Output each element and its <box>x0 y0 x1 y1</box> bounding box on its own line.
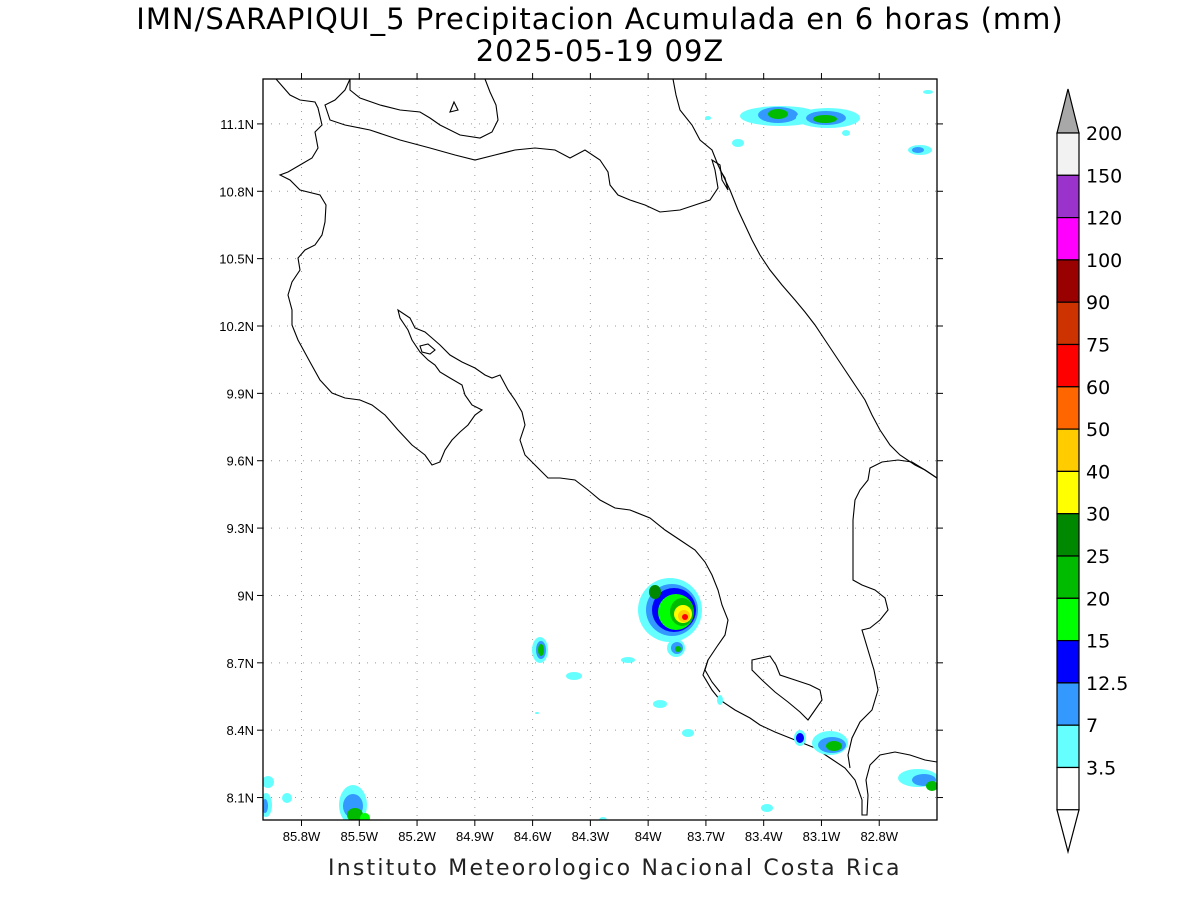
lon-tick-label: 85.8W <box>283 829 321 844</box>
colorbar-label: 200 <box>1086 123 1122 145</box>
chart-subtitle-date: 2025-05-19 09Z <box>475 34 725 68</box>
nicoya-island <box>419 343 436 355</box>
colorbar-swatch <box>1056 217 1080 261</box>
lon-tick-label: 85.2W <box>398 829 436 844</box>
coastline-borders <box>275 79 937 816</box>
colorbar-label: 7 <box>1086 715 1098 737</box>
lat-tick-label: 8.4N <box>227 723 254 738</box>
lat-tick-label: 10.5N <box>219 252 254 267</box>
lat-tick-label: 9N <box>237 588 254 603</box>
lat-tick-label: 10.8N <box>219 184 254 199</box>
colorbar-swatch <box>1056 597 1080 642</box>
colorbar-swatch <box>1056 428 1080 473</box>
map-frame <box>262 78 938 821</box>
precipitation-field <box>263 90 937 820</box>
colorbar-label: 25 <box>1086 546 1110 568</box>
panama-border <box>847 459 937 769</box>
graticule <box>257 73 943 826</box>
caribbean-coast <box>672 79 937 479</box>
colorbar-label: 15 <box>1086 631 1110 653</box>
lon-tick-label: 83.4W <box>745 829 783 844</box>
colorbar-label: 40 <box>1086 461 1110 483</box>
lat-tick-label: 9.9N <box>227 386 254 401</box>
lake-nicaragua-shore <box>324 79 729 213</box>
colorbar-swatch <box>1056 513 1080 557</box>
lon-tick-label: 84.9W <box>456 829 494 844</box>
colorbar-label: 3.5 <box>1086 758 1116 780</box>
colorbar-label: 50 <box>1086 419 1110 441</box>
colorbar-legend: 200 150 120 100 90 75 60 50 40 30 25 20 15 12.5 7 3.5 <box>1056 88 1128 855</box>
footer-credit: Instituto Meteorologico Nacional Costa R… <box>328 856 902 881</box>
nicaragua-coast-north <box>275 79 937 816</box>
colorbar-swatch <box>1056 724 1080 769</box>
colorbar-swatch <box>1056 470 1080 515</box>
colorbar-top-arrow <box>1056 88 1080 134</box>
lon-tick-label: 84W <box>635 829 662 844</box>
golfo-dulce-west <box>704 659 721 693</box>
colorbar-swatch <box>1056 301 1080 346</box>
colorbar-swatch <box>1056 555 1080 599</box>
colorbar-swatch <box>1056 639 1080 684</box>
lon-tick-label: 83.1W <box>803 829 841 844</box>
lat-tick-label: 9.6N <box>227 454 254 469</box>
colorbar-swatch <box>1056 174 1080 219</box>
chart-title: IMN/SARAPIQUI_5 Precipitacion Acumulada … <box>136 2 1064 36</box>
colorbar-label: 20 <box>1086 588 1110 610</box>
lon-tick-label: 84.6W <box>514 829 552 844</box>
colorbar-label: 90 <box>1086 292 1110 314</box>
lon-tick-label: 82.8W <box>860 829 898 844</box>
colorbar-swatch <box>1056 132 1080 176</box>
lat-tick-label: 11.1N <box>220 117 254 132</box>
colorbar-label: 120 <box>1086 208 1122 230</box>
lat-tick-label: 8.1N <box>227 791 254 806</box>
colorbar-swatch <box>1056 343 1080 388</box>
lon-tick-label: 85.5W <box>340 829 378 844</box>
colorbar-label: 100 <box>1086 250 1122 272</box>
colorbar-label: 12.5 <box>1086 673 1128 695</box>
colorbar-swatch <box>1056 682 1080 726</box>
colorbar-swatch <box>1056 386 1080 430</box>
lon-tick-label: 84.3W <box>572 829 610 844</box>
lon-tick-label: 83.7W <box>687 829 725 844</box>
colorbar-swatch <box>1056 259 1080 303</box>
lat-tick-label: 8.7N <box>227 656 254 671</box>
longitude-tick-labels: 85.8W 85.5W 85.2W 84.9W 84.6W 84.3W 84W 83.7W 83… <box>283 829 899 844</box>
lake-nicaragua-north <box>349 79 499 139</box>
colorbar-label: 30 <box>1086 504 1110 526</box>
colorbar-label: 75 <box>1086 335 1110 357</box>
osa-peninsula <box>751 655 823 721</box>
lat-tick-label: 9.3N <box>227 521 254 536</box>
small-island <box>449 100 459 113</box>
colorbar-swatch <box>1056 766 1080 811</box>
colorbar-label: 60 <box>1086 377 1110 399</box>
colorbar-label: 150 <box>1086 165 1122 187</box>
colorbar-bottom-arrow <box>1056 809 1080 855</box>
lat-tick-label: 10.2N <box>219 319 254 334</box>
latitude-tick-labels: 11.1N 10.8N 10.5N 10.2N 9.9N 9.6N 9.3N 9N 8.7N 8.… <box>219 117 254 806</box>
